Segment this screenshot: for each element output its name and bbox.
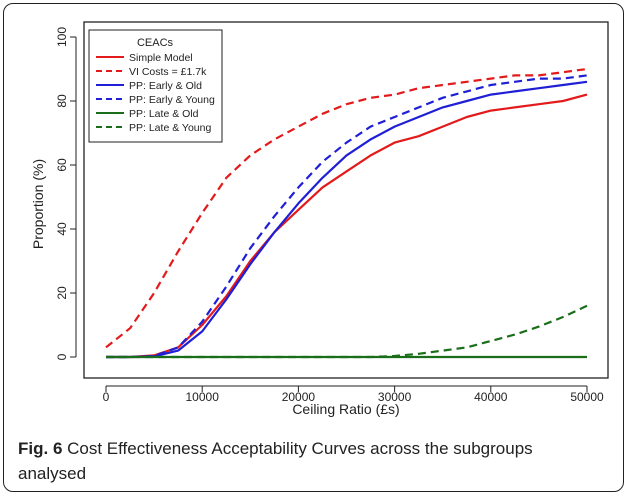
y-tick-label: 20	[55, 286, 69, 300]
legend-title: CEACs	[137, 37, 174, 49]
y-tick-label: 40	[55, 222, 69, 236]
legend-label: PP: Early & Young	[129, 94, 215, 106]
figure-caption: Fig. 6 Cost Effectiveness Acceptability …	[18, 436, 578, 486]
series-line	[106, 80, 588, 359]
x-tick-label: 50000	[570, 390, 604, 404]
legend-label: PP: Late & Young	[129, 122, 211, 134]
plot-box	[83, 21, 609, 379]
series-line	[106, 304, 588, 359]
series-line	[105, 67, 588, 349]
series-line	[106, 74, 588, 359]
y-tick-label: 60	[55, 158, 69, 172]
caption-label: Fig. 6	[18, 439, 63, 458]
legend: CEACs Simple Model VI Costs = £1.7k PP: Ea…	[88, 29, 223, 143]
legend-label: VI Costs = £1.7k	[129, 66, 207, 78]
x-axis-label: Ceiling Ratio (£s)	[292, 401, 399, 417]
series-layer	[105, 67, 588, 359]
caption-text: Cost Effectiveness Acceptability Curves …	[18, 439, 533, 483]
y-axis-label: Proportion (%)	[30, 159, 46, 249]
legend-label: PP: Late & Old	[129, 108, 199, 120]
x-axis: 0 10000 20000 30000 40000 50000	[103, 385, 604, 404]
y-tick-label: 0	[55, 353, 69, 360]
x-tick-label: 10000	[186, 390, 220, 404]
x-tick-label: 40000	[474, 390, 508, 404]
legend-label: Simple Model	[129, 52, 193, 64]
y-tick-label: 80	[55, 94, 69, 108]
y-tick-label: 100	[55, 27, 69, 47]
legend-label: PP: Early & Old	[129, 80, 202, 92]
x-tick-label: 20000	[282, 390, 316, 404]
x-tick-label: 30000	[378, 390, 412, 404]
x-tick-label: 0	[103, 390, 110, 404]
ceac-chart: 0 10000 20000 30000 40000 50000 020406080100 …	[30, 21, 609, 417]
y-axis: 0 20 40 60 80 100	[55, 27, 77, 360]
